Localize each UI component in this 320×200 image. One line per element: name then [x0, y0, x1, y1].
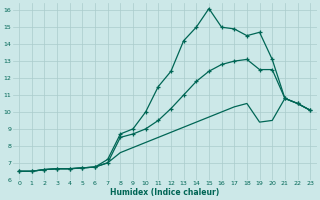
X-axis label: Humidex (Indice chaleur): Humidex (Indice chaleur) — [110, 188, 219, 197]
